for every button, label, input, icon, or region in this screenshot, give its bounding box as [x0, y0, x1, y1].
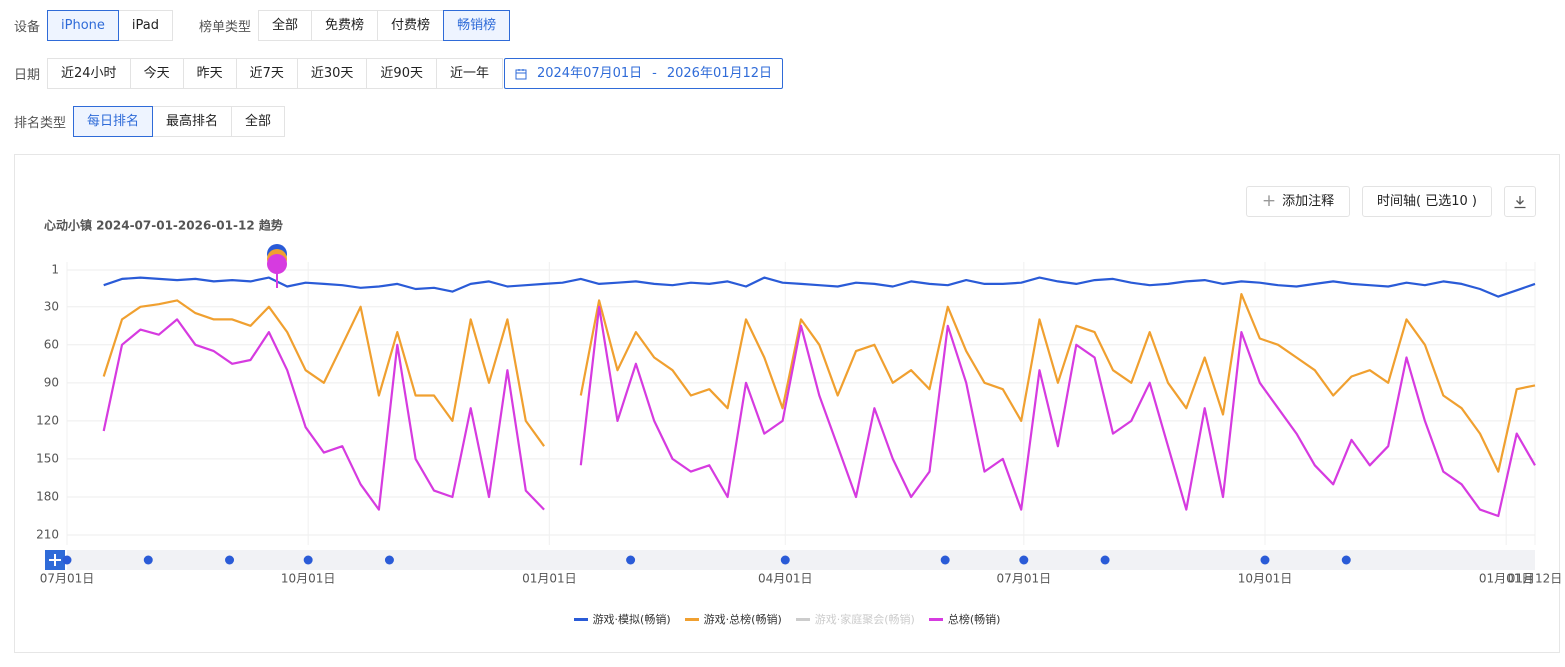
chart-title: 心动小镇 2024-07-01-2026-01-12 趋势	[44, 218, 283, 233]
filter-button[interactable]: 最高排名	[152, 106, 233, 137]
series-line	[102, 293, 1536, 473]
legend-label: 总榜(畅销)	[947, 613, 1001, 626]
x-tick-label: 01月01日	[522, 572, 577, 586]
chart-panel	[14, 154, 1560, 653]
x-tick-label: 07月01日	[997, 572, 1052, 586]
legend-swatch	[573, 617, 588, 621]
timeline-band	[67, 550, 1535, 570]
filter-label: 日期	[14, 68, 41, 83]
legend-label: 游戏·总榜(畅销)	[703, 613, 782, 626]
x-tick-label: 10月01日	[281, 572, 336, 586]
timeline-marker	[225, 555, 235, 565]
y-tick-label: 150	[36, 451, 59, 465]
y-tick-label: 120	[36, 413, 59, 427]
timeline-marker	[1341, 555, 1351, 565]
event-marker	[267, 254, 287, 274]
filter-button[interactable]: 免费榜	[311, 10, 379, 41]
filter-button[interactable]: 全部	[258, 10, 313, 41]
timeline-marker	[1019, 555, 1029, 565]
filter-button[interactable]: 今天	[129, 58, 184, 89]
y-tick-label: 90	[44, 375, 59, 389]
timeline-marker	[143, 555, 153, 565]
timeline-marker	[303, 555, 313, 565]
timeline-marker	[780, 555, 790, 565]
button-group: 近24小时 今天 昨天 近7天 近30天 近90天 近一年 2024年07月01日 -2026年…	[47, 58, 784, 89]
x-tick-label: 01月12日	[1508, 572, 1563, 586]
date-range-start: 2024年07月01日	[536, 66, 643, 81]
legend-swatch	[795, 617, 810, 621]
filter-button[interactable]: iPhone	[47, 10, 119, 41]
timeline-marker	[626, 555, 636, 565]
y-tick-label: 60	[44, 337, 59, 351]
filter-row: 设备 iPhone iPad 榜单类型 全部 免费榜 付费榜 畅销榜	[14, 10, 536, 41]
legend-label: 游戏·模拟(畅销)	[592, 613, 671, 626]
filter-label: 设备	[14, 20, 41, 35]
y-tick-label: 30	[44, 299, 59, 313]
legend-swatch	[684, 617, 699, 621]
timeline-add-icon	[49, 554, 61, 566]
filter-button[interactable]: 每日排名	[73, 106, 154, 137]
button-group: iPhone iPad	[47, 10, 173, 41]
x-tick-label: 10月01日	[1238, 572, 1293, 586]
legend: 游戏·模拟(畅销) 游戏·总榜(畅销) 游戏·家庭聚会(畅销) 总榜(畅销)	[14, 611, 1560, 627]
filter-button[interactable]: 昨天	[182, 58, 237, 89]
y-tick-label: 210	[36, 528, 59, 542]
x-tick-label: 04月01日	[758, 572, 813, 586]
series-line	[103, 276, 1536, 298]
filter-button[interactable]: 近30天	[296, 58, 368, 89]
timeline-marker	[1260, 555, 1270, 565]
filter-row: 日期 近24小时 今天 昨天 近7天 近30天 近90天 近一年 2024年07月01日 -202…	[14, 58, 809, 89]
legend-item[interactable]: 游戏·总榜(畅销)	[684, 611, 782, 627]
add-note-label: 添加注释	[1282, 194, 1335, 209]
event-marker	[267, 244, 287, 264]
legend-item[interactable]: 游戏·模拟(畅销)	[573, 611, 671, 627]
download-button[interactable]	[1504, 186, 1536, 217]
filter-button[interactable]: 全部	[231, 106, 286, 137]
x-tick-label: 07月01日	[40, 572, 95, 586]
legend-swatch	[928, 617, 943, 621]
add-note-button[interactable]: + 添加注释	[1246, 186, 1350, 217]
filter-button[interactable]: 近90天	[366, 58, 437, 89]
button-group: 全部 免费榜 付费榜 畅销榜	[258, 10, 511, 41]
date-range[interactable]: 2024年07月01日 -2026年01月12日	[503, 58, 784, 89]
filter-button[interactable]: 畅销榜	[443, 10, 511, 41]
event-marker	[267, 249, 287, 269]
filter-button[interactable]: iPad	[117, 10, 173, 41]
x-tick-label: 01月01日	[1479, 572, 1534, 586]
filter-button[interactable]: 近24小时	[47, 58, 131, 89]
timeline-button[interactable]: 时间轴( 已选10 )	[1362, 186, 1492, 217]
timeline-marker	[940, 555, 950, 565]
filter-button[interactable]: 付费榜	[377, 10, 445, 41]
filter-button[interactable]: 近7天	[235, 58, 298, 89]
y-tick-label: 1	[51, 263, 59, 277]
button-group: 每日排名 最高排名 全部	[73, 106, 286, 137]
filter-label: 排名类型	[14, 116, 67, 131]
series-line	[102, 305, 1536, 518]
plus-icon: +	[1261, 191, 1277, 211]
legend-item[interactable]: 总榜(畅销)	[928, 611, 1001, 627]
legend-item[interactable]: 游戏·家庭聚会(畅销)	[795, 611, 915, 627]
date-range-end: 2026年01月12日	[666, 66, 773, 81]
legend-label: 游戏·家庭聚会(畅销)	[814, 613, 915, 626]
timeline-marker	[62, 555, 72, 565]
filter-label: 榜单类型	[199, 20, 252, 35]
filter-button[interactable]: 近一年	[435, 58, 503, 89]
timeline-marker	[384, 555, 394, 565]
timeline-marker	[1100, 555, 1110, 565]
timeline-add	[45, 550, 65, 570]
calendar-icon	[515, 68, 527, 79]
y-tick-label: 180	[36, 489, 59, 503]
filter-row: 排名类型 每日排名 最高排名 全部	[14, 106, 311, 137]
timeline-label: 时间轴( 已选10 )	[1377, 194, 1477, 209]
date-range-sep: -	[652, 66, 657, 81]
download-icon	[1514, 195, 1526, 208]
